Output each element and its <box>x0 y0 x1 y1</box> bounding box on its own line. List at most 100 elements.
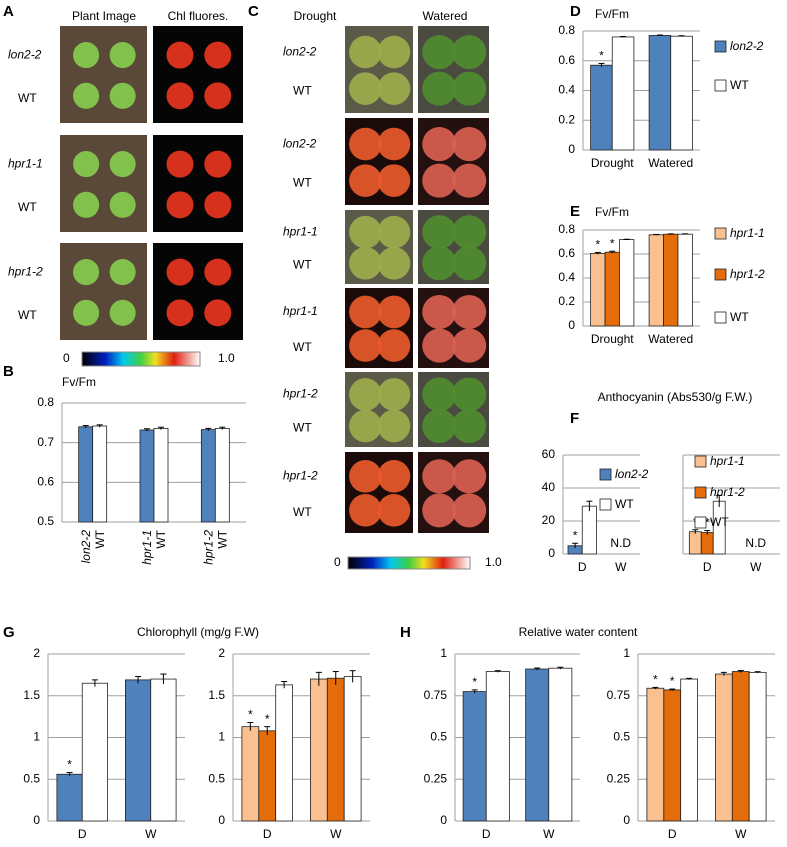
legend-swatch <box>714 227 727 240</box>
plant <box>377 378 411 411</box>
y-tick-label: 40 <box>542 480 556 494</box>
y-tick-label: 0.6 <box>558 246 575 260</box>
color-scale <box>347 556 471 570</box>
plant <box>349 215 382 249</box>
y-tick-label: 0 <box>33 813 40 827</box>
legend-label: lon2-2 <box>730 39 764 53</box>
axis-label: Fv/Fm <box>595 205 629 219</box>
row-label: WT <box>293 258 312 272</box>
plant <box>422 493 457 528</box>
plant <box>377 494 411 527</box>
x-tick-label: D <box>78 827 87 841</box>
bar <box>258 730 277 822</box>
row-label: lon2-2 <box>283 136 317 150</box>
chart-title: Chlorophyll (mg/g F.W) <box>137 625 259 639</box>
panel-letter: H <box>400 624 411 641</box>
significance: * <box>265 712 270 726</box>
plant <box>452 35 487 70</box>
plant <box>349 295 382 329</box>
plant <box>73 151 100 178</box>
bar <box>81 682 108 822</box>
y-tick-label: 20 <box>542 513 556 527</box>
y-tick-label: 0.2 <box>558 294 575 308</box>
legend-label: hpr1-2 <box>710 485 745 499</box>
bar <box>275 684 293 822</box>
plant <box>422 294 457 330</box>
plant <box>422 35 457 70</box>
plant <box>377 329 411 362</box>
bar <box>581 505 597 555</box>
plant <box>452 493 487 528</box>
plant <box>377 409 411 443</box>
bar <box>590 64 613 151</box>
bar <box>590 252 606 327</box>
row-label: hpr1-1 <box>283 224 318 238</box>
bar <box>670 35 693 151</box>
plant <box>204 258 232 286</box>
legend-swatch <box>694 455 707 468</box>
plant <box>377 72 411 105</box>
plant <box>452 215 487 250</box>
bar <box>680 678 698 822</box>
y-tick-label: 2 <box>33 646 40 660</box>
plant <box>377 127 411 161</box>
row-label: WT <box>293 340 312 354</box>
plant <box>349 72 382 105</box>
y-tick-label: 0.5 <box>208 771 225 785</box>
plant <box>204 41 232 69</box>
legend-label: hpr1-1 <box>730 226 765 240</box>
y-tick-label: 1 <box>218 730 225 744</box>
plant <box>349 378 382 411</box>
x-tick-label: W <box>615 560 627 574</box>
plant <box>377 35 411 69</box>
plant <box>349 409 382 443</box>
plant <box>422 71 457 106</box>
bar <box>715 673 733 822</box>
chart-title: Relative water content <box>519 625 638 639</box>
plant <box>204 82 232 110</box>
y-tick-label: 0.8 <box>37 395 54 409</box>
scale-label: 0 <box>63 351 70 365</box>
x-tick-label: WT <box>93 529 107 548</box>
plant <box>73 299 100 326</box>
plant <box>452 377 487 412</box>
plant <box>422 127 457 162</box>
row-label: hpr1-1 <box>283 304 318 318</box>
plant <box>452 163 487 198</box>
plant <box>377 459 411 493</box>
bar <box>92 425 108 523</box>
x-tick-label: W <box>145 827 157 841</box>
legend-label: WT <box>710 515 729 529</box>
bar <box>646 687 665 822</box>
legend-label: WT <box>730 310 749 324</box>
y-tick-label: 0.8 <box>558 23 575 37</box>
legend-swatch <box>694 516 707 529</box>
missing-label: N.D <box>745 536 766 550</box>
column-header: Watered <box>423 9 468 23</box>
bar <box>700 532 714 555</box>
row-label: WT <box>293 83 312 97</box>
y-tick-label: 0.4 <box>558 83 575 97</box>
row-label: WT <box>18 308 37 322</box>
bar <box>748 671 767 822</box>
plant <box>452 71 487 106</box>
x-tick-label: WT <box>154 529 168 548</box>
bar <box>241 726 260 822</box>
row-label: WT <box>18 200 37 214</box>
y-tick-label: 1.5 <box>208 688 225 702</box>
plant <box>109 191 136 218</box>
x-tick-label: Drought <box>591 332 634 346</box>
bar <box>677 233 693 327</box>
plant <box>422 408 457 444</box>
photo <box>60 135 147 232</box>
bar <box>139 429 155 523</box>
row-label: WT <box>18 91 37 105</box>
color-scale <box>81 351 201 367</box>
scale-label: 0 <box>334 555 341 569</box>
y-tick-label: 1 <box>33 730 40 744</box>
bar <box>326 677 345 822</box>
y-tick-label: 0 <box>218 813 225 827</box>
plant <box>452 459 487 494</box>
photo <box>153 243 243 340</box>
x-tick-label: D <box>482 827 491 841</box>
